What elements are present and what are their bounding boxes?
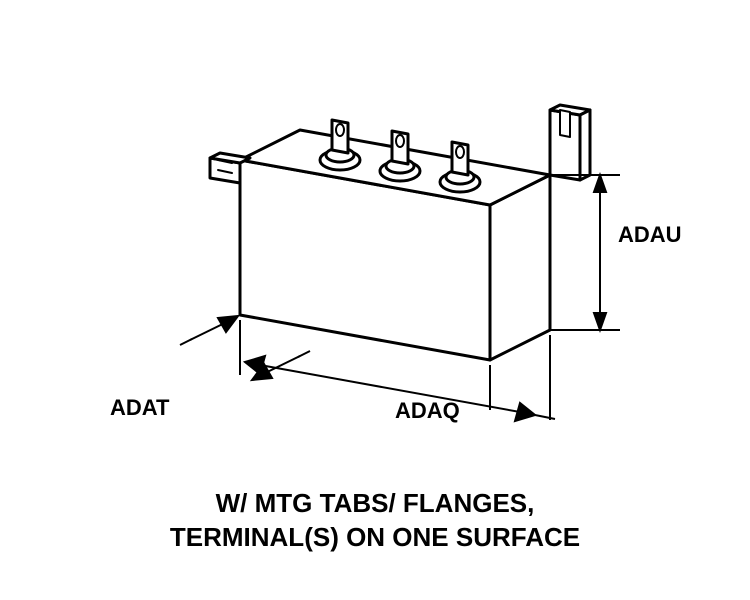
label-adaq: ADAQ: [395, 398, 460, 424]
capacitor-svg: [60, 30, 690, 430]
label-adat: ADAT: [110, 395, 169, 421]
caption-line-1: W/ MTG TABS/ FLANGES,: [0, 487, 750, 521]
capacitor-diagram: [60, 30, 690, 430]
caption-line-2: TERMINAL(S) ON ONE SURFACE: [0, 521, 750, 555]
diagram-caption: W/ MTG TABS/ FLANGES, TERMINAL(S) ON ONE…: [0, 487, 750, 555]
label-adau: ADAU: [618, 222, 682, 248]
